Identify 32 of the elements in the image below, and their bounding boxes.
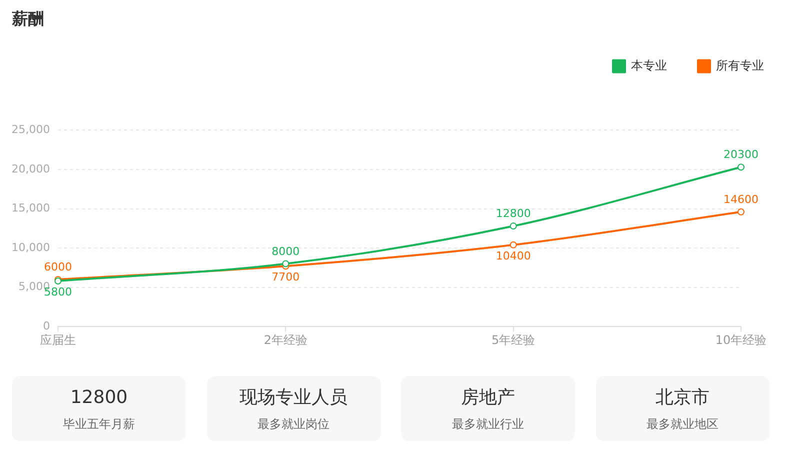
data-label: 10400 xyxy=(496,249,531,262)
data-label: 8000 xyxy=(272,244,300,258)
y-tick-label: 25,000 xyxy=(12,123,50,136)
data-label: 12800 xyxy=(496,207,531,220)
data-label: 20300 xyxy=(724,148,758,162)
point xyxy=(282,260,290,268)
legend-label: 所有专业 xyxy=(716,58,764,72)
point xyxy=(510,222,517,230)
text: 房地产 xyxy=(460,387,516,409)
text: 最多就业行业 xyxy=(451,416,525,432)
x-tick-label: 2年经验 xyxy=(264,332,308,347)
data-label: 7700 xyxy=(272,270,300,284)
data-label: 14600 xyxy=(724,192,758,206)
point xyxy=(738,164,744,171)
text: 毕业五年月薪 xyxy=(62,416,136,432)
text: 12800 xyxy=(69,387,129,409)
point xyxy=(510,241,517,248)
y-tick-label: 15,000 xyxy=(12,202,50,215)
data-label: 6000 xyxy=(44,260,72,274)
text: 最多就业地区 xyxy=(646,416,720,432)
chart-title: 薪酬 xyxy=(11,8,44,28)
y-tick-label: 10,000 xyxy=(12,240,50,254)
x-tick-label: 5年经验 xyxy=(492,332,536,347)
x-tick-label: 应届生 xyxy=(40,332,76,347)
point xyxy=(738,208,744,216)
text: 最多就业岗位 xyxy=(256,416,330,432)
text: 北京市 xyxy=(654,387,710,409)
y-tick-label: 0 xyxy=(43,319,50,332)
text: 现场专业人员 xyxy=(238,387,348,409)
y-tick-label: 20,000 xyxy=(12,162,50,176)
legend-label: 本专业 xyxy=(631,58,667,72)
x-tick-label: 10年经验 xyxy=(715,332,767,347)
